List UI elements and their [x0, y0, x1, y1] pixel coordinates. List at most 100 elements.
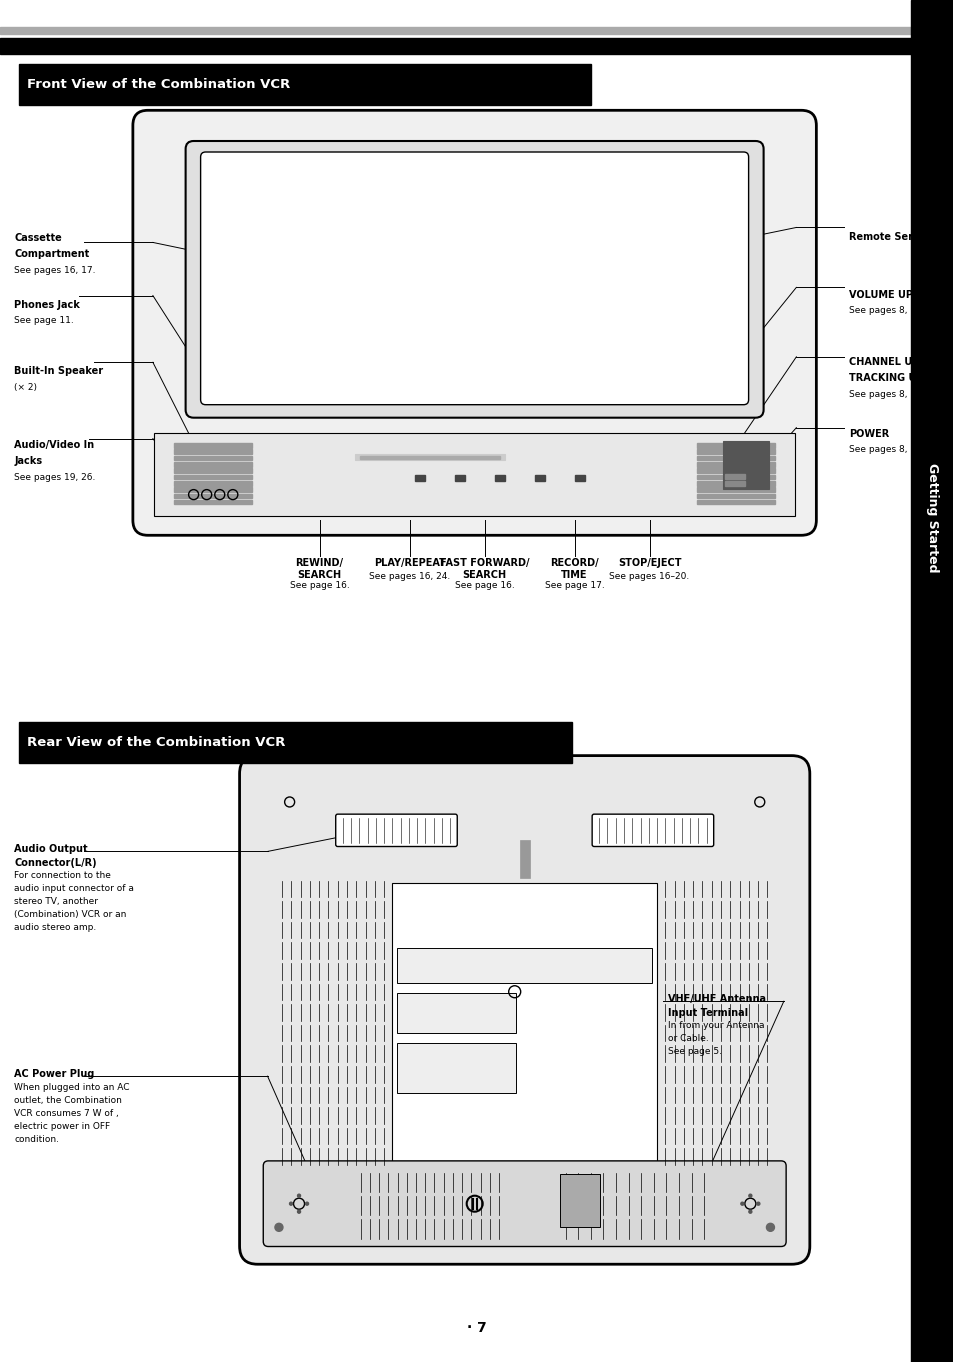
Bar — [19, 722, 572, 763]
Bar — [494, 475, 504, 481]
FancyBboxPatch shape — [335, 814, 456, 847]
Bar — [696, 488, 775, 492]
Text: Built-In Speaker: Built-In Speaker — [14, 366, 103, 376]
Circle shape — [756, 1203, 760, 1205]
Bar — [574, 475, 584, 481]
Bar — [173, 493, 253, 498]
FancyBboxPatch shape — [132, 110, 816, 535]
Bar — [154, 433, 794, 516]
Bar — [724, 481, 743, 486]
Bar — [396, 1042, 516, 1092]
Text: When plugged into an AC: When plugged into an AC — [14, 1083, 130, 1092]
Bar — [355, 454, 504, 460]
Bar — [392, 883, 657, 1160]
Text: · 7: · 7 — [467, 1321, 486, 1335]
Bar — [173, 443, 253, 448]
Bar — [696, 475, 775, 479]
Text: or Cable.: or Cable. — [667, 1034, 708, 1043]
Text: TRACKING UP/DOWN: TRACKING UP/DOWN — [848, 373, 953, 383]
Bar — [696, 481, 775, 485]
Bar — [19, 64, 591, 105]
Text: FAST FORWARD/
SEARCH: FAST FORWARD/ SEARCH — [439, 558, 529, 580]
Text: Compartment: Compartment — [14, 249, 90, 259]
Bar — [0, 27, 910, 34]
FancyBboxPatch shape — [592, 814, 713, 847]
Text: Phones Jack: Phones Jack — [14, 300, 80, 309]
Text: See pages 8, 11, 16, 17.: See pages 8, 11, 16, 17. — [848, 390, 953, 399]
Circle shape — [274, 1223, 283, 1231]
Bar — [173, 449, 253, 454]
Circle shape — [297, 1211, 300, 1214]
Text: Cassette: Cassette — [14, 233, 62, 242]
Text: See pages 8, 11.: See pages 8, 11. — [848, 306, 923, 316]
Text: See pages 19, 26.: See pages 19, 26. — [14, 473, 95, 482]
Bar — [696, 500, 775, 504]
Circle shape — [740, 1203, 743, 1205]
Text: outlet, the Combination: outlet, the Combination — [14, 1095, 122, 1105]
Text: PLAY/REPEAT: PLAY/REPEAT — [374, 558, 445, 568]
Text: Remote Sensor: Remote Sensor — [848, 232, 931, 241]
Text: See page 11.: See page 11. — [14, 316, 74, 326]
Text: electric power in OFF: electric power in OFF — [14, 1122, 111, 1130]
Bar — [173, 500, 253, 504]
Bar — [696, 449, 775, 454]
Text: Front View of the Combination VCR: Front View of the Combination VCR — [27, 78, 290, 91]
Bar — [396, 948, 652, 982]
Bar — [173, 469, 253, 473]
Text: RECORD/
TIME: RECORD/ TIME — [550, 558, 598, 580]
Text: audio stereo amp.: audio stereo amp. — [14, 923, 96, 933]
Bar — [396, 993, 516, 1032]
Text: Audio/Video In: Audio/Video In — [14, 440, 94, 449]
Text: Connector(L/R): Connector(L/R) — [14, 858, 97, 868]
Bar — [696, 456, 775, 460]
Text: stereo TV, another: stereo TV, another — [14, 898, 98, 907]
Text: VCR consumes 7 W of ,: VCR consumes 7 W of , — [14, 1109, 119, 1118]
Text: See pages 16–20.: See pages 16–20. — [609, 572, 689, 582]
Bar — [359, 455, 499, 459]
Text: POWER: POWER — [848, 429, 888, 439]
Text: See pages 8, 11.: See pages 8, 11. — [848, 445, 923, 455]
Text: CHANNEL UP/DOWN: CHANNEL UP/DOWN — [848, 357, 953, 366]
Bar — [173, 488, 253, 492]
Bar — [722, 441, 768, 489]
Bar — [910, 0, 953, 1362]
Text: REWIND/
SEARCH: REWIND/ SEARCH — [295, 558, 343, 580]
Text: See page 16.: See page 16. — [455, 582, 514, 590]
Text: STOP/EJECT: STOP/EJECT — [618, 558, 680, 568]
FancyBboxPatch shape — [186, 142, 762, 418]
Bar — [696, 469, 775, 473]
Bar — [696, 493, 775, 498]
Bar — [519, 840, 529, 877]
Text: See page 17.: See page 17. — [544, 582, 604, 590]
FancyBboxPatch shape — [200, 153, 748, 405]
Bar — [696, 443, 775, 448]
Text: (Combination) VCR or an: (Combination) VCR or an — [14, 910, 127, 919]
Text: Rear View of the Combination VCR: Rear View of the Combination VCR — [27, 735, 285, 749]
Text: For connection to the: For connection to the — [14, 872, 112, 880]
Bar — [559, 1174, 599, 1227]
Text: See page 16.: See page 16. — [290, 582, 349, 590]
Text: Audio Output: Audio Output — [14, 844, 88, 854]
Text: See pages 16, 17.: See pages 16, 17. — [14, 266, 95, 275]
Text: Getting Started: Getting Started — [925, 463, 938, 572]
Text: VOLUME UP/DOWN: VOLUME UP/DOWN — [848, 290, 951, 300]
Text: Input Terminal: Input Terminal — [667, 1008, 747, 1017]
Bar — [173, 456, 253, 460]
Text: In from your Antenna: In from your Antenna — [667, 1022, 763, 1030]
FancyBboxPatch shape — [263, 1160, 785, 1246]
Circle shape — [297, 1194, 300, 1197]
FancyBboxPatch shape — [239, 756, 809, 1264]
Circle shape — [765, 1223, 774, 1231]
Text: (× 2): (× 2) — [14, 383, 37, 392]
Bar — [0, 38, 910, 54]
Bar — [173, 475, 253, 479]
Bar — [415, 475, 424, 481]
Bar — [696, 462, 775, 467]
Text: See page 5.: See page 5. — [667, 1047, 721, 1057]
Bar — [173, 481, 253, 485]
Text: Jacks: Jacks — [14, 456, 42, 466]
Text: condition.: condition. — [14, 1135, 59, 1144]
Text: audio input connector of a: audio input connector of a — [14, 884, 134, 893]
Circle shape — [305, 1203, 308, 1205]
Circle shape — [289, 1203, 293, 1205]
